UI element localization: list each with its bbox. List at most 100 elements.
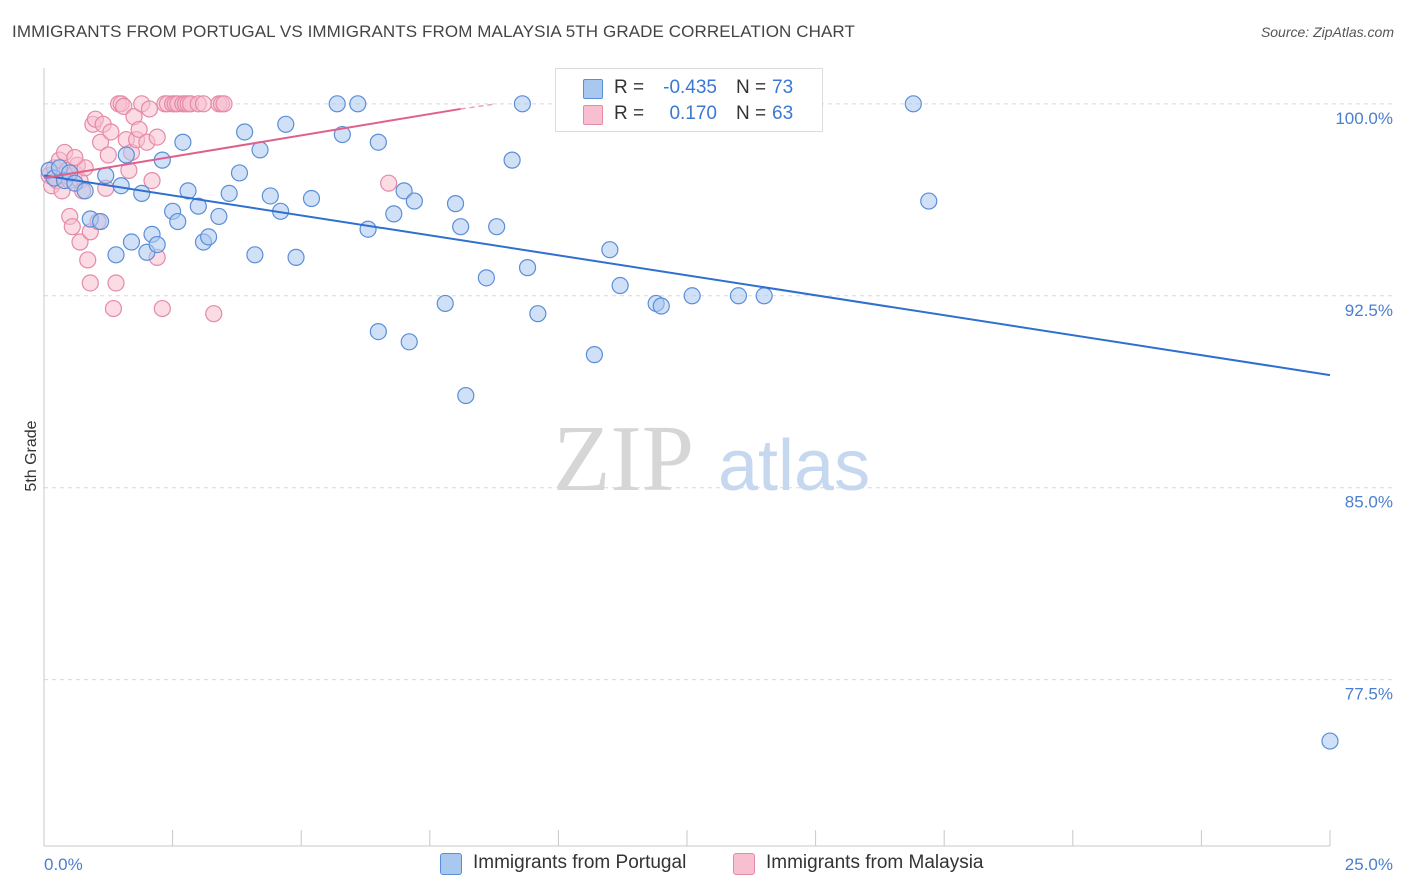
legend-row-portugal: R = -0.435 N = 73 [556, 77, 822, 101]
portugal-point [220, 184, 238, 203]
portugal-point [920, 192, 938, 210]
malaysia-point [380, 174, 398, 192]
portugal-point [652, 297, 670, 315]
y-tick-label: 85.0% [1345, 493, 1393, 512]
y-axis-label: 5th Grade [23, 420, 40, 491]
n-value: 73 [772, 77, 794, 98]
malaysia-point [104, 299, 123, 318]
malaysia-point [63, 218, 81, 236]
portugal-point [117, 146, 135, 164]
portugal-point [755, 287, 773, 305]
y-tick-label: 77.5% [1345, 685, 1393, 704]
r-value: 0.170 [669, 103, 717, 124]
malaysia-point [215, 95, 233, 113]
portugal-point [729, 287, 748, 305]
portugal-point [251, 141, 269, 159]
portugal-point [477, 269, 495, 287]
malaysia-point [153, 299, 171, 318]
watermark-atlas: atlas [718, 426, 870, 506]
n-label: N = [736, 103, 767, 124]
portugal-point [385, 205, 403, 223]
x-tick-label-min: 0.0% [44, 855, 83, 874]
portugal-point [359, 220, 377, 238]
portugal-point [601, 241, 619, 259]
portugal-point [513, 95, 531, 113]
malaysia-point [66, 148, 84, 167]
stats-legend: R = -0.435 N = 73 R = 0.170 N = 63 [555, 68, 823, 132]
portugal-point [369, 133, 387, 151]
portugal-point [287, 248, 305, 266]
malaysia-point [107, 274, 125, 292]
portugal-point [395, 182, 413, 200]
portugal-point [349, 95, 367, 113]
portugal-point [76, 182, 94, 200]
malaysia-point [115, 97, 133, 115]
portugal-point [611, 276, 629, 295]
x-ticks [43, 830, 1331, 846]
portugal-point [236, 123, 254, 141]
portugal-point [333, 125, 351, 144]
portugal-point [585, 346, 604, 364]
source-label: Source: ZipAtlas.com [1260, 24, 1394, 40]
portugal-point [91, 212, 110, 231]
malaysia-trend-line [43, 107, 461, 180]
malaysia-swatch [733, 853, 755, 875]
portugal-point [904, 95, 922, 113]
r-value: -0.435 [663, 77, 717, 98]
malaysia-point [130, 120, 148, 139]
portugal-swatch [583, 79, 603, 99]
chart-title: IMMIGRANTS FROM PORTUGAL VS IMMIGRANTS F… [12, 22, 855, 41]
portugal-point [452, 218, 470, 236]
trend-lines [43, 103, 1331, 377]
portugal-point [1321, 732, 1339, 750]
portugal-point [369, 322, 387, 341]
legend-label: Immigrants from Portugal [473, 852, 687, 873]
malaysia-point [91, 133, 110, 151]
portugal-point [169, 212, 187, 231]
watermark: ZIP atlas [553, 407, 870, 511]
n-label: N = [736, 77, 767, 98]
malaysia-swatch [583, 105, 603, 125]
n-value: 63 [772, 103, 794, 124]
portugal-point [210, 207, 228, 226]
portugal-point [122, 233, 141, 251]
portugal-point [436, 294, 454, 313]
portugal-point [328, 95, 346, 113]
portugal-trend-line [43, 174, 1331, 377]
portugal-point [683, 287, 701, 305]
portugal-point [200, 228, 218, 246]
malaysia-trend-extension [460, 103, 497, 110]
watermark-zip: ZIP [553, 407, 694, 511]
portugal-point [446, 195, 465, 213]
malaysia-point [102, 123, 120, 141]
malaysia-point [194, 95, 213, 113]
portugal-point [133, 184, 151, 203]
portugal-swatch [440, 853, 462, 875]
portugal-point [457, 386, 475, 405]
malaysia-point [79, 251, 97, 269]
y-tick-labels: 100.0% 92.5% 85.0% 77.5% [1335, 109, 1393, 704]
portugal-point [302, 189, 321, 208]
malaysia-point [81, 274, 99, 292]
portugal-point [261, 187, 279, 205]
portugal-point [518, 259, 537, 277]
malaysia-point [143, 172, 161, 190]
portugal-point [488, 218, 506, 236]
y-tick-label: 100.0% [1335, 109, 1393, 128]
legend-row-malaysia: R = 0.170 N = 63 [556, 103, 822, 127]
portugal-point [189, 197, 207, 215]
portugal-point [107, 246, 125, 264]
malaysia-point [140, 100, 159, 118]
y-tick-label: 92.5% [1345, 301, 1393, 320]
portugal-point [246, 246, 264, 264]
portugal-point [174, 133, 192, 151]
portugal-points [40, 95, 1339, 750]
r-label: R = [614, 77, 645, 98]
portugal-point [405, 192, 423, 210]
malaysia-point [71, 233, 89, 251]
portugal-point [97, 166, 115, 185]
x-tick-label-max: 25.0% [1345, 855, 1393, 874]
portugal-point [529, 305, 547, 323]
portugal-point [503, 151, 521, 169]
